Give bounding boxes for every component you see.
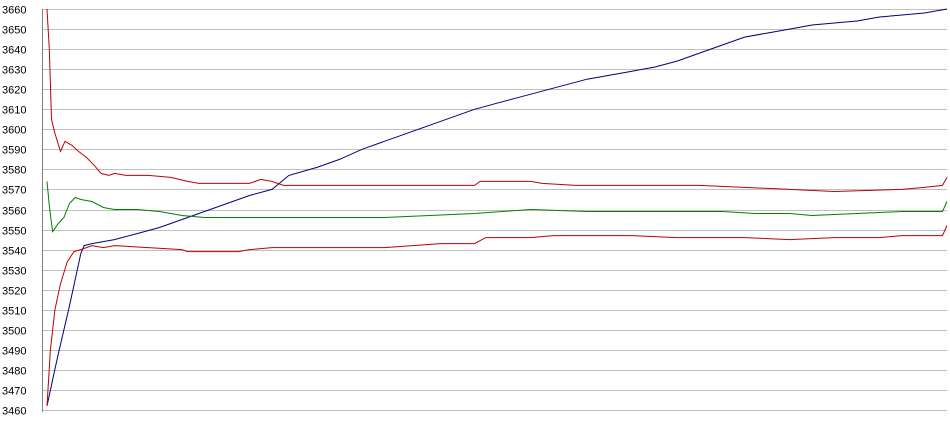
y-tick-label: 3520 [2, 286, 26, 298]
y-tick-label: 3530 [2, 266, 26, 278]
y-tick-label: 3480 [2, 366, 26, 378]
y-tick-label: 3460 [2, 406, 26, 418]
y-tick-label: 3610 [2, 105, 26, 117]
y-tick-label: 3600 [2, 125, 26, 137]
y-tick-label: 3550 [2, 226, 26, 238]
y-tick-label: 3620 [2, 85, 26, 97]
y-tick-label: 3580 [2, 165, 26, 177]
y-tick-label: 3650 [2, 25, 26, 37]
y-tick-label: 3540 [2, 246, 26, 258]
series-line-3 [46, 225, 948, 407]
gridlines [42, 9, 947, 411]
y-axis-tick-labels: 3660 3650 3640 3630 3620 3610 3600 3590 3580 3570… [2, 5, 26, 418]
series-line-2 [46, 8, 948, 193]
y-tick-label: 3500 [2, 326, 26, 338]
y-tick-label: 3630 [2, 65, 26, 77]
y-tick-label: 3590 [2, 145, 26, 157]
series-line-4 [46, 181, 948, 233]
series-lines [46, 8, 948, 407]
y-tick-label: 3510 [2, 306, 26, 318]
series-line-1 [46, 8, 948, 407]
y-tick-label: 3640 [2, 45, 26, 57]
y-tick-label: 3470 [2, 386, 26, 398]
y-tick-label: 3660 [2, 5, 26, 17]
y-tick-label: 3560 [2, 206, 26, 218]
y-tick-label: 3490 [2, 346, 26, 358]
y-tick-label: 3570 [2, 185, 26, 197]
